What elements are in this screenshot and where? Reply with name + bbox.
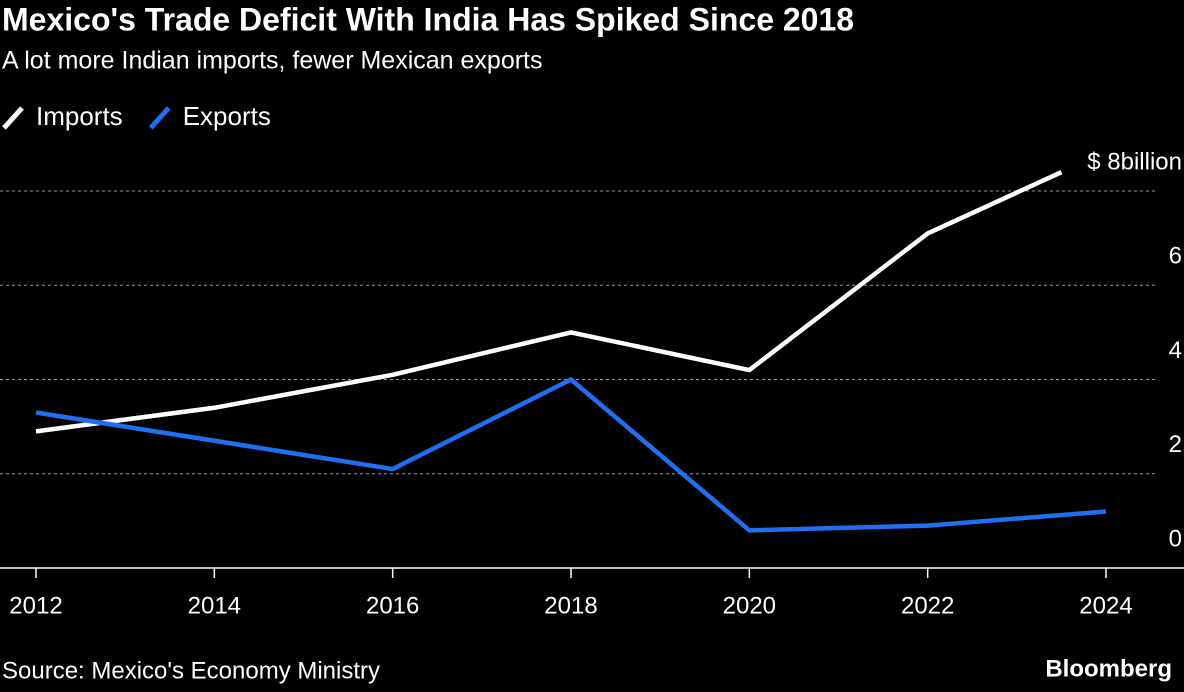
legend-label: Exports — [183, 101, 271, 131]
legend-swatch — [2, 106, 24, 130]
x-tick-label: 2020 — [723, 592, 776, 619]
y-tick-label: 4 — [1169, 337, 1182, 364]
series-line — [35, 376, 1107, 533]
chart-title: Mexico's Trade Deficit With India Has Sp… — [2, 1, 854, 37]
x-tick-label: 2022 — [901, 592, 954, 619]
x-tick-label: 2016 — [366, 592, 419, 619]
x-tick-label: 2012 — [9, 592, 62, 619]
legend-swatch — [148, 106, 171, 130]
source: Source: Mexico's Economy Ministry — [2, 657, 380, 684]
y-tick-label: 2 — [1169, 431, 1182, 458]
chart-subtitle: A lot more Indian imports, fewer Mexican… — [2, 47, 543, 75]
x-tick-label: 2014 — [188, 592, 241, 619]
brand: Bloomberg — [1045, 655, 1172, 682]
x-tick-label: 2018 — [544, 592, 597, 619]
y-tick-label: $ 8billion — [1087, 148, 1182, 175]
legend-label: Imports — [36, 101, 123, 131]
series-line — [35, 170, 1063, 434]
x-tick-label: 2024 — [1079, 592, 1132, 619]
y-tick-label: 0 — [1169, 525, 1182, 552]
y-tick-label: 6 — [1169, 243, 1182, 270]
